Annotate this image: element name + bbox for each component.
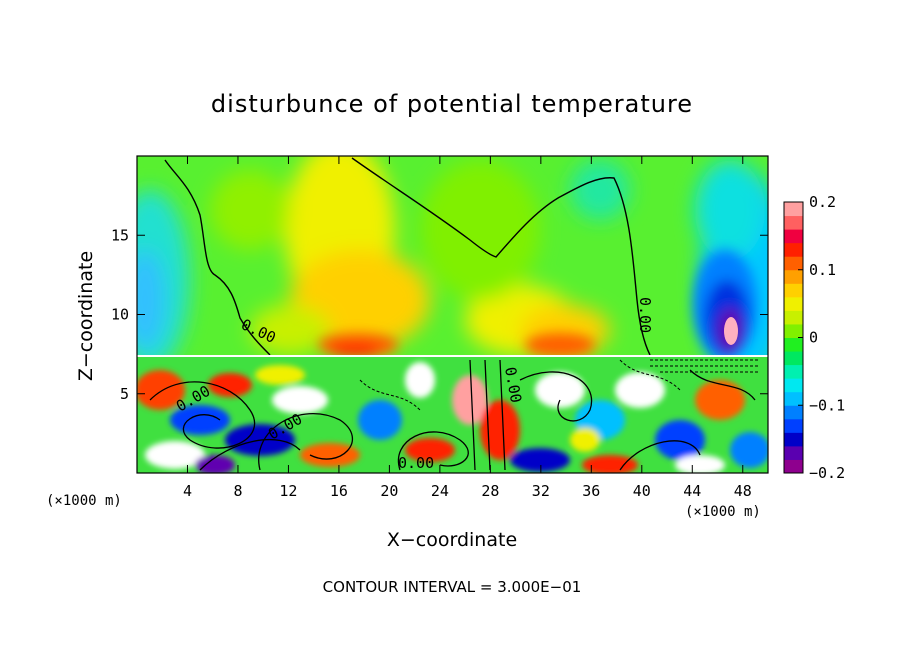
colorbar-segment — [784, 364, 803, 379]
colorbar-segment — [784, 202, 803, 217]
colorbar-segment — [784, 391, 803, 406]
colorbar-segment — [784, 296, 803, 311]
colorbar-tick-label: −0.2 — [809, 464, 845, 482]
y-tick-label: 5 — [120, 385, 129, 403]
colorbar-segment — [784, 242, 803, 257]
colorbar-segment — [784, 405, 803, 420]
y-axis-title: Z−coordinate — [75, 251, 97, 381]
x-axis-title: X−coordinate — [387, 529, 517, 551]
colorbar-segment — [784, 283, 803, 298]
x-tick-label: 40 — [633, 482, 651, 500]
x-tick-label: 44 — [683, 482, 701, 500]
chart-title: disturbunce of potential temperature — [211, 90, 693, 118]
colorbar-tick-label: 0.1 — [809, 261, 836, 279]
colorbar — [783, 201, 804, 474]
colorbar-segment — [784, 337, 803, 352]
colorbar-tick-label: 0 — [809, 329, 818, 347]
colorbar-segment — [784, 378, 803, 393]
colorbar-ticks: 0.2 0.1 0 −0.1 −0.2 — [798, 193, 845, 482]
x-tick-label: 20 — [380, 482, 398, 500]
x-tick-label: 36 — [582, 482, 600, 500]
colorbar-segment — [784, 459, 803, 474]
x-unit-label-left: (×1000 m) — [46, 493, 122, 509]
lower-layer — [137, 356, 768, 473]
contour-label: 0.00 — [636, 297, 654, 333]
x-tick-label: 8 — [233, 482, 242, 500]
x-tick-label: 28 — [481, 482, 499, 500]
x-tick-label: 16 — [330, 482, 348, 500]
y-axis-ticks: 5 10 15 — [111, 226, 768, 403]
x-tick-label: 24 — [431, 482, 449, 500]
x-axis-ticks: 4 8 12 16 20 24 28 32 36 40 44 48 — [183, 156, 752, 500]
colorbar-tick-label: −0.1 — [809, 396, 845, 414]
colorbar-segment — [784, 351, 803, 366]
colorbar-segment — [784, 323, 803, 338]
colorbar-segment — [784, 269, 803, 284]
x-unit-label-right: (×1000 m) — [685, 504, 761, 520]
y-tick-label: 10 — [111, 306, 129, 324]
colorbar-segment — [784, 432, 803, 447]
contour-label: 0.00 — [398, 454, 434, 472]
x-tick-label: 12 — [279, 482, 297, 500]
heatmap-field — [137, 156, 768, 473]
contour-interval-note: CONTOUR INTERVAL = 3.000E−01 — [323, 578, 582, 596]
x-tick-label: 4 — [183, 482, 192, 500]
contour-label: 0.00 — [501, 366, 525, 405]
colorbar-segment — [784, 418, 803, 433]
x-tick-label: 32 — [532, 482, 550, 500]
colorbar-segment — [784, 229, 803, 244]
zero-contours — [164, 157, 651, 356]
colorbar-tick-label: 0.2 — [809, 193, 836, 211]
y-tick-label: 15 — [111, 226, 129, 244]
colorbar-segment — [784, 256, 803, 271]
x-tick-label: 48 — [734, 482, 752, 500]
colorbar-segment — [784, 215, 803, 230]
upper-layer — [137, 156, 768, 356]
colorbar-segment — [784, 445, 803, 460]
colorbar-segment — [784, 310, 803, 325]
